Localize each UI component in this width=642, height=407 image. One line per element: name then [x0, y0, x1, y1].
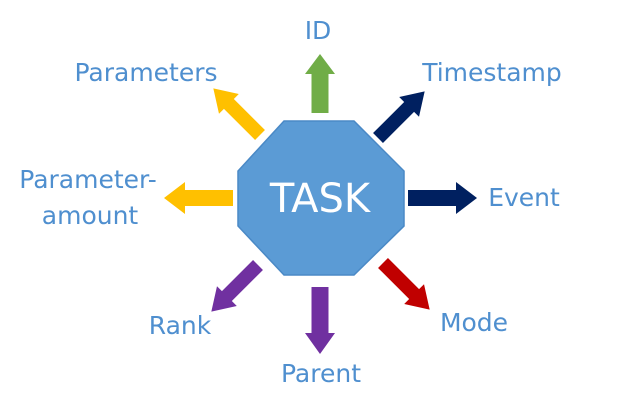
label-parameter-amount-line-2: amount — [42, 201, 139, 230]
arrow-up-left-icon — [213, 88, 265, 140]
task-node: TASK — [237, 120, 405, 276]
label-id: ID — [305, 16, 332, 45]
arrow-left-icon — [164, 182, 233, 214]
arrow-down-icon — [305, 287, 335, 354]
arrow-layer — [164, 54, 477, 354]
task-octagon — [237, 120, 405, 276]
label-parameter-amount-line-1: Parameter- — [19, 165, 157, 194]
arrow-up-icon — [305, 54, 335, 113]
label-parent: Parent — [281, 359, 361, 388]
arrow-down-left-icon — [211, 260, 263, 312]
task-label: TASK — [269, 176, 372, 222]
label-event: Event — [488, 183, 560, 212]
arrow-up-right-icon — [373, 91, 425, 143]
label-rank: Rank — [149, 311, 212, 340]
label-mode: Mode — [440, 308, 508, 337]
label-layer: ID Timestamp Event Mode Parent Rank Para… — [19, 16, 562, 388]
arrow-right-icon — [408, 182, 477, 214]
arrow-down-right-icon — [378, 258, 430, 310]
label-timestamp: Timestamp — [421, 58, 562, 87]
label-parameters: Parameters — [74, 58, 217, 87]
